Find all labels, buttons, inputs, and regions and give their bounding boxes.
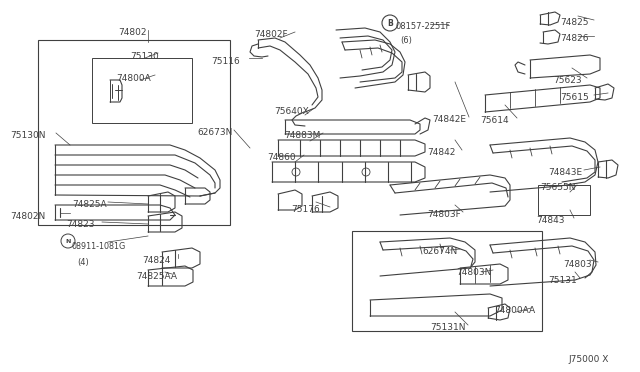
- Text: 75131: 75131: [548, 276, 577, 285]
- Text: (4): (4): [77, 258, 89, 267]
- Bar: [92, 58, 192, 123]
- Text: (6): (6): [400, 36, 412, 45]
- Text: 74842E: 74842E: [432, 115, 466, 124]
- Text: 74843: 74843: [536, 216, 564, 225]
- Text: 62674N: 62674N: [422, 247, 457, 256]
- Text: 74802F: 74802F: [254, 30, 287, 39]
- Text: 62673N: 62673N: [197, 128, 232, 137]
- Text: 74803F: 74803F: [427, 210, 461, 219]
- Text: 74842: 74842: [427, 148, 456, 157]
- Text: 74825AA: 74825AA: [136, 272, 177, 281]
- Text: 74826: 74826: [560, 34, 589, 43]
- Text: J75000 X: J75000 X: [568, 355, 609, 364]
- Text: 75640X: 75640X: [274, 107, 308, 116]
- Text: 75131N: 75131N: [430, 323, 465, 332]
- Text: 75176: 75176: [291, 205, 320, 214]
- Text: 74823: 74823: [66, 220, 95, 229]
- Bar: [538, 185, 590, 215]
- Text: B: B: [387, 19, 393, 28]
- Text: 74802: 74802: [118, 28, 147, 37]
- Text: 74803: 74803: [563, 260, 591, 269]
- Text: 75615: 75615: [560, 93, 589, 102]
- Text: 74803N: 74803N: [456, 268, 492, 277]
- Bar: [352, 231, 542, 331]
- Text: 74825: 74825: [560, 18, 589, 27]
- Text: 75623: 75623: [553, 76, 582, 85]
- Text: 74800A: 74800A: [116, 74, 151, 83]
- Text: 74843E: 74843E: [548, 168, 582, 177]
- Text: N: N: [65, 238, 70, 244]
- Text: 74800AA: 74800AA: [494, 306, 535, 315]
- Text: 74824: 74824: [142, 256, 170, 265]
- Text: 74802N: 74802N: [10, 212, 45, 221]
- Text: 08911-1081G: 08911-1081G: [72, 242, 126, 251]
- Text: 75130: 75130: [130, 52, 159, 61]
- Text: 08157-2251F: 08157-2251F: [396, 22, 451, 31]
- Text: 74825A: 74825A: [72, 200, 107, 209]
- Text: 74860: 74860: [267, 153, 296, 162]
- Bar: [38, 40, 230, 225]
- Text: 75614: 75614: [480, 116, 509, 125]
- Text: 75116: 75116: [211, 57, 240, 66]
- Text: 75655N: 75655N: [540, 183, 575, 192]
- Text: 75130N: 75130N: [10, 131, 45, 140]
- Text: 74883M: 74883M: [284, 131, 321, 140]
